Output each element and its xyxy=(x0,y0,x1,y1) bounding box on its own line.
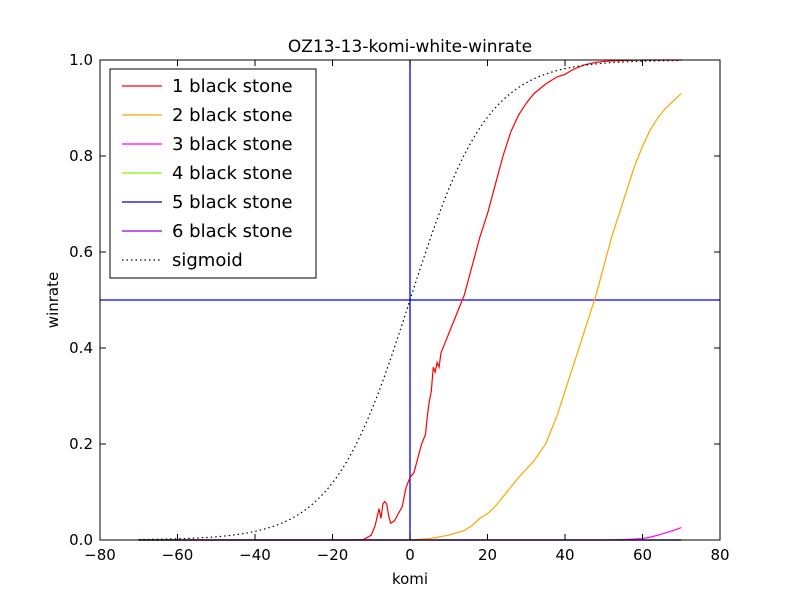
series-line-1 xyxy=(138,59,682,541)
y-tick-label: 0.2 xyxy=(69,435,93,453)
y-tick-label: 0.0 xyxy=(69,531,93,549)
legend-label: 2 black stone xyxy=(172,105,293,126)
series-line-2 xyxy=(138,93,682,541)
legend-label: 5 black stone xyxy=(172,192,293,213)
x-tick-label: −80 xyxy=(84,546,116,564)
x-tick-label: −40 xyxy=(239,546,271,564)
legend-label: 6 black stone xyxy=(172,221,293,242)
x-tick-label: 0 xyxy=(405,546,415,564)
legend-label: 3 black stone xyxy=(172,134,293,155)
y-tick-label: 0.8 xyxy=(69,147,93,165)
x-tick-label: 40 xyxy=(555,546,574,564)
y-axis: 0.0 0.2 0.4 0.6 0.8 1.0 xyxy=(69,51,720,549)
chart-title: OZ13-13-komi-white-winrate xyxy=(288,37,532,57)
x-axis: −80 −60 −40 −20 0 20 40 60 80 xyxy=(84,60,730,564)
y-axis-title: winrate xyxy=(44,272,62,328)
legend-label: sigmoid xyxy=(172,250,243,271)
legend-label: 1 black stone xyxy=(172,76,293,97)
x-tick-label: 60 xyxy=(633,546,652,564)
legend-label: 4 black stone xyxy=(172,163,293,184)
x-tick-label: 80 xyxy=(710,546,729,564)
y-tick-label: 0.6 xyxy=(69,243,93,261)
x-tick-label: 20 xyxy=(478,546,497,564)
x-axis-title: komi xyxy=(392,570,428,588)
series-line-7 xyxy=(138,59,682,541)
x-tick-label: −20 xyxy=(317,546,349,564)
x-tick-label: −60 xyxy=(162,546,194,564)
y-tick-label: 1.0 xyxy=(69,51,93,69)
legend: 1 black stone 2 black stone 3 black stone 4… xyxy=(109,68,317,279)
y-tick-label: 0.4 xyxy=(69,339,93,357)
